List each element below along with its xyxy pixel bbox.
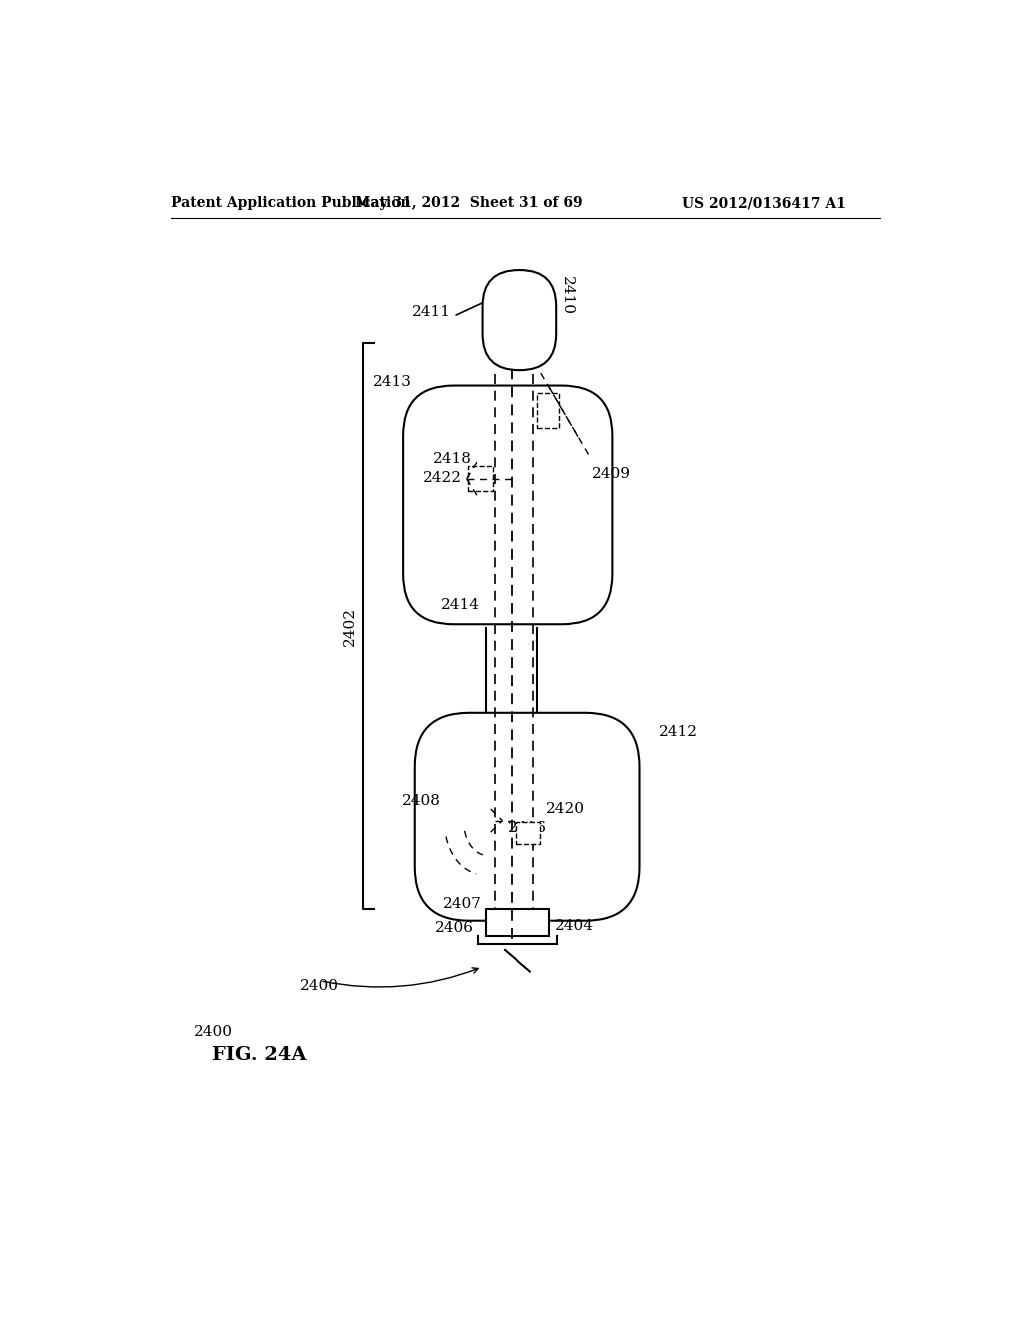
FancyBboxPatch shape	[415, 713, 640, 921]
Bar	[486, 909, 549, 936]
Bar	[538, 393, 559, 428]
Text: 2402: 2402	[343, 607, 356, 645]
Text: 2418: 2418	[433, 451, 472, 466]
Bar	[468, 466, 493, 491]
Text: Patent Application Publication: Patent Application Publication	[171, 197, 411, 210]
Text: 2404: 2404	[555, 919, 594, 933]
Text: 2422: 2422	[423, 471, 462, 484]
Bar	[516, 822, 540, 843]
Text: 2406: 2406	[435, 921, 474, 936]
Text: 2416: 2416	[508, 821, 548, 836]
Text: 2400: 2400	[300, 979, 339, 993]
Text: FIG. 24A: FIG. 24A	[212, 1047, 306, 1064]
Text: 2409: 2409	[592, 467, 631, 480]
Text: May 31, 2012  Sheet 31 of 69: May 31, 2012 Sheet 31 of 69	[355, 197, 583, 210]
FancyBboxPatch shape	[482, 271, 556, 370]
Text: 2410: 2410	[560, 276, 574, 314]
Text: 2400: 2400	[194, 1026, 232, 1039]
Text: 2420: 2420	[546, 803, 585, 816]
Text: 2413: 2413	[373, 375, 412, 388]
Text: US 2012/0136417 A1: US 2012/0136417 A1	[682, 197, 846, 210]
Text: 2408: 2408	[401, 795, 440, 808]
FancyBboxPatch shape	[403, 385, 612, 624]
Text: 2412: 2412	[658, 725, 698, 739]
Text: 2407: 2407	[443, 896, 482, 911]
Text: 2411: 2411	[413, 305, 452, 319]
Text: 2414: 2414	[441, 598, 480, 612]
